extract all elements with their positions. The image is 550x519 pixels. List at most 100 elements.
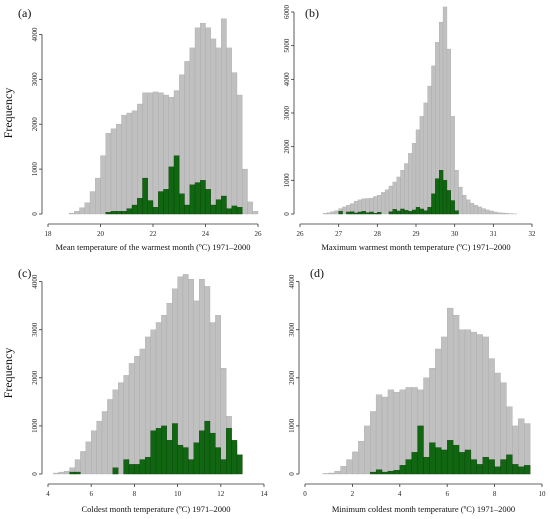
panel-2-series-2-bar-20 [373,213,378,215]
panel-2-x-tick-label: 28 [374,230,382,238]
panel-4-series-2-bar-12 [370,471,377,475]
panel-2-series-1-bar-35 [431,65,436,215]
panel-1-series-1-bar-22 [179,74,185,215]
panel-4-x-tick-label: 2 [351,490,355,498]
panel-4-y-tick-label: 2000 [288,370,296,385]
panel-1-series-1-bar-17 [152,91,159,215]
panel-2-series-2-bar-32 [419,208,424,215]
panel-2-series-1-bar-39 [446,48,451,215]
panel-4-series-2-bar-13 [375,469,383,475]
panel-3-y-label: Frequency [1,348,15,399]
panel-1-series-1-bar-12 [126,112,133,215]
panel-2-series-1-bar-48 [481,208,486,215]
panel-2-series-2-bar-34 [427,207,432,215]
panel-4-series-2-bar-23 [435,447,442,475]
panel-1-series-1-bar-14 [137,103,143,215]
panel-3-series-1-bar-17 [134,355,140,475]
panel-2-series-1-bar-12 [342,206,347,215]
panel-2-series-1-bar-42 [458,186,463,215]
panel-4-series-2-bar-29 [470,459,478,475]
panel-3-series-2-bar-27 [188,459,194,475]
panel-2-y-tick-label: 1000 [283,173,291,188]
panel-2-series-1-bar-41 [454,170,459,215]
panel-2-series-1-bar-27 [400,170,405,215]
panel-2-series-2-bar-26 [396,210,401,215]
panel-2-x-tick-label: 30 [451,230,459,238]
panel-2-x-tick-label: 27 [335,230,343,238]
panel-1-series-2-bar-33 [236,207,243,215]
panel-3-series-2-bar-24 [172,423,178,475]
panel-4-letter: (d) [310,266,324,280]
panel-3-series-2-bar-15 [123,459,130,475]
panel-1-y-tick-label: 1000 [31,162,39,177]
panel-1-series-1-bar-30 [221,18,227,215]
panel-3-series-1-bar-3 [58,471,65,475]
panel-2-series-1-bar-49 [485,209,490,215]
panel-4-series-1-bar-10 [358,441,365,475]
panel-4-series-2-bar-35 [506,454,513,475]
panel-2-series-2-bar-17 [361,211,366,215]
panel-3-series-2-bar-22 [161,425,167,475]
panel-4-x-tick-label: 0 [303,490,307,498]
panel-3-series-1-bar-18 [139,348,146,475]
panel-3-series-2-bar-25 [177,444,184,475]
panel-1-series-1-bar-10 [116,124,122,215]
panel-3-series-2-bar-6 [74,471,81,475]
panel-4-series-2-bar-32 [488,459,495,475]
panel-4-series-1-bar-32 [488,358,495,475]
panel-1-series-1-bar-9 [110,128,117,215]
panel-4-series-1-bar-14 [381,396,389,475]
panel-2-series-2-bar-14 [350,211,355,215]
panel-4-series-1-bar-7 [340,466,347,475]
panel-2-series-1-bar-7 [323,213,328,215]
panel-4-y-tick-label: 4000 [288,274,296,289]
panel-1-series-2-bar-21 [173,155,180,215]
panel-2-series-1-bar-21 [377,194,382,215]
panel-1-series-1-bar-1 [68,212,75,215]
panel-4-series-1-bar-12 [370,411,377,475]
panel-2-series-1-bar-32 [419,116,424,215]
panel-2-series-2-bar-18 [365,212,370,215]
panel-1-series-2-bar-28 [210,204,217,215]
panel-1-series-2-bar-31 [226,208,232,215]
panel-3-series-2-bar-33 [220,459,227,475]
panel-3-series-1-bar-33 [220,368,227,475]
panel-3-series-2-bar-5 [69,471,76,475]
panel-3-series-2-bar-13 [112,467,119,475]
panel-3-y-tick-label: 0 [31,472,39,476]
panel-4-series-2-bar-31 [482,456,489,475]
panel-1-series-2-bar-19 [163,189,169,215]
panel-3-series-2-bar-20 [150,430,157,475]
panel-1-x-tick-label: 24 [202,230,210,238]
panel-4-series-2-bar-17 [399,465,406,475]
panel-4-series-1-bar-37 [518,418,525,475]
panel-2-series-2-bar-13 [346,211,351,215]
panel-2-x-label: Maximum warmest month temperature (ºC) 1… [321,242,510,252]
panel-4-series-2-bar-36 [512,464,519,475]
panel-3-series-1-bar-26 [182,274,189,475]
panel-1-series-2-bar-15 [142,177,148,215]
panel-4-series-2-bar-26 [452,444,460,475]
panel-2-series-1-bar-26 [396,176,401,215]
panel-4-series-2-bar-18 [405,459,412,475]
panel-3-y-tick-label: 4000 [31,274,39,289]
panel-3-series-1-bar-10 [96,420,103,475]
panel-4-x-tick-label: 10 [539,490,547,498]
panel-1-series-1-bar-33 [236,94,243,215]
panel-4-series-2-bar-30 [476,464,483,475]
panel-4-series-1-bar-16 [393,392,400,475]
panel-2-series-1-bar-31 [415,129,421,215]
panel-3-series-1-bar-12 [107,399,113,475]
panel-2-y-tick-label: 5000 [283,38,291,53]
panel-1-x-label: Mean temperature of the warmest month (º… [55,242,250,252]
panel-1-series-2-bar-16 [147,200,154,215]
panel-1-letter: (a) [18,6,31,20]
panel-2-series-1-bar-24 [388,185,393,215]
panel-1-series-1-bar-16 [147,92,154,215]
panel-3-series-2-bar-18 [139,459,146,475]
panel-1-series-1-bar-2 [74,211,80,215]
panel-4-series-2-bar-15 [387,470,395,475]
panel-1-series-1-bar-28 [210,38,217,215]
panel-2-series-1-bar-10 [334,210,339,215]
